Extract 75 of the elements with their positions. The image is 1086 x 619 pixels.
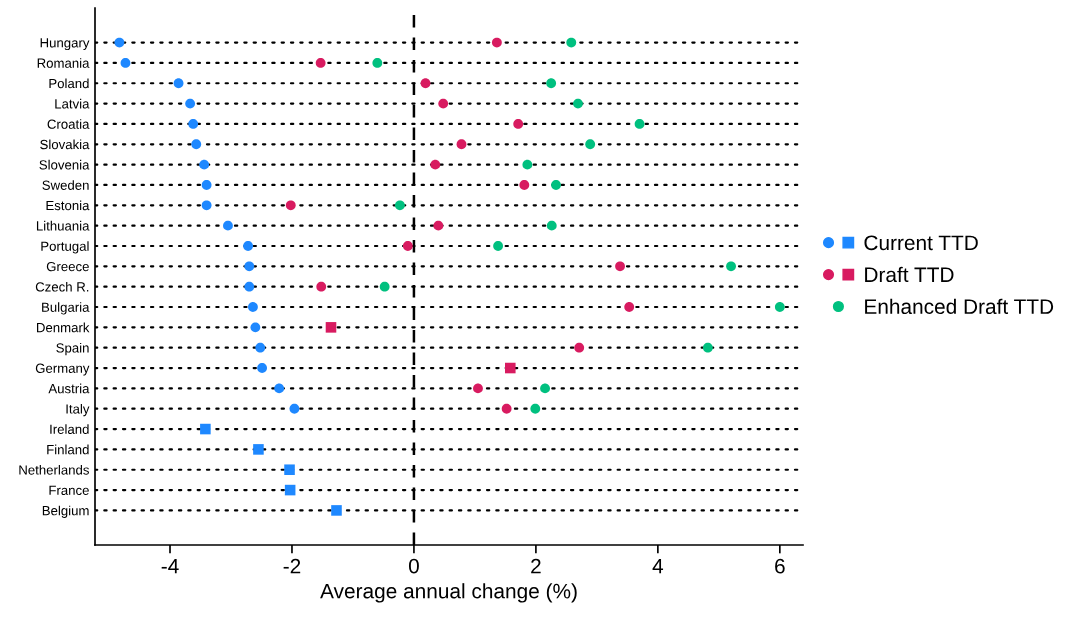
point	[325, 322, 337, 333]
point	[456, 139, 467, 150]
point	[253, 444, 264, 455]
y-tick-label: Estonia	[46, 200, 90, 211]
point	[430, 159, 441, 170]
point	[573, 98, 583, 109]
point	[316, 281, 327, 292]
y-tick-label: Poland	[49, 78, 89, 89]
point	[250, 322, 261, 333]
point	[284, 464, 295, 476]
point	[289, 403, 300, 414]
point	[438, 98, 449, 109]
y-tick-label: Croatia	[47, 119, 90, 129]
x-tick-label: 0	[408, 558, 419, 574]
y-tick-label: Austria	[48, 383, 90, 394]
point	[379, 281, 390, 292]
point	[255, 342, 266, 353]
point	[574, 342, 585, 353]
point	[420, 78, 431, 89]
x-tick-label: -4	[161, 558, 179, 574]
point	[274, 383, 285, 394]
y-tick-label: Finland	[47, 444, 89, 455]
point	[491, 37, 502, 48]
point	[244, 261, 255, 272]
y-tick-label: Netherlands	[19, 464, 89, 475]
point	[530, 403, 541, 414]
x-tick-label: 2	[531, 558, 541, 574]
y-tick-label: Slovenia	[39, 159, 90, 170]
point	[285, 200, 296, 211]
point	[540, 383, 550, 394]
y-tick-label: Belgium	[42, 505, 89, 518]
y-tick-label: Romania	[37, 58, 90, 68]
point	[615, 261, 625, 272]
point	[114, 37, 125, 48]
x-tick-label: -2	[283, 558, 301, 574]
point	[501, 403, 512, 414]
point	[546, 220, 557, 231]
y-tick-label: Italy	[66, 403, 90, 417]
point	[546, 78, 557, 89]
point	[185, 98, 196, 109]
point	[191, 139, 202, 150]
y-tick-label: Sweden	[42, 180, 89, 190]
x-tick-label: 6	[775, 558, 785, 574]
y-tick-label: Portugal	[41, 241, 89, 254]
y-tick-label: Hungary	[40, 38, 90, 51]
y-tick-label: Bulgaria	[42, 302, 90, 315]
y-tick-label: Denmark	[37, 322, 90, 333]
y-tick-label: Germany	[35, 363, 90, 376]
point	[702, 342, 713, 353]
point	[199, 159, 210, 170]
y-tick-label: Czech R.	[35, 281, 89, 292]
y-tick-label: Spain	[56, 342, 89, 356]
x-axis-title: Average annual change (%)	[320, 583, 577, 603]
point	[473, 383, 483, 394]
y-tick-label: France	[49, 485, 89, 495]
x-tick-label: 4	[652, 558, 664, 574]
point	[566, 37, 577, 48]
y-tick-label: Latvia	[55, 98, 90, 109]
legend-label: Draft TTD	[865, 266, 954, 283]
point	[433, 220, 444, 231]
point	[331, 505, 342, 516]
y-tick-label: Slovakia	[40, 139, 90, 150]
y-tick-label: Ireland	[50, 424, 89, 434]
point	[223, 220, 233, 231]
point	[395, 200, 405, 211]
y-tick-label: Greece	[46, 261, 89, 272]
point	[201, 200, 212, 211]
legend-label: Current TTD	[864, 235, 978, 251]
point	[244, 281, 255, 292]
point	[726, 261, 736, 272]
y-tick-label: Lithuania	[36, 220, 90, 231]
point	[173, 78, 184, 89]
point	[585, 139, 596, 150]
legend-label: Enhanced Draft TTD	[865, 298, 1054, 315]
point	[522, 159, 533, 170]
